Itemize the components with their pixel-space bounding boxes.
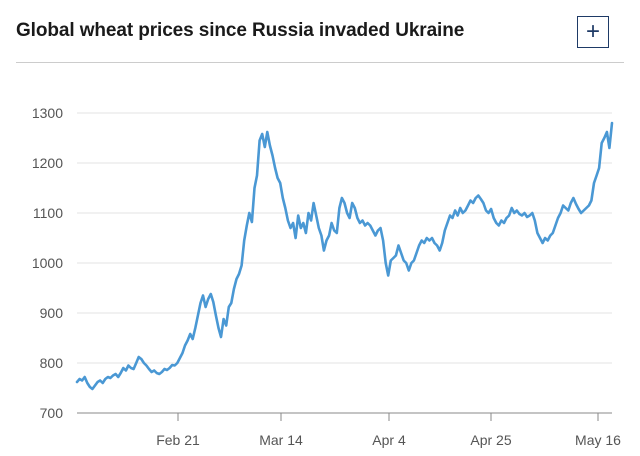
x-tick-label: Apr 25	[470, 432, 511, 448]
x-tick-label: Feb 21	[156, 432, 200, 448]
x-tick-label: Apr 4	[372, 432, 406, 448]
y-tick-label: 800	[40, 355, 64, 371]
gridlines	[77, 112, 612, 414]
x-axis: Feb 21 Mar 14 Apr 4 Apr 25 May 16	[156, 413, 621, 448]
y-tick-label: 900	[40, 305, 64, 321]
plot-area	[75, 121, 614, 391]
y-tick-label: 1200	[32, 155, 63, 171]
x-tick-label: May 16	[575, 432, 621, 448]
y-tick-label: 1100	[33, 205, 63, 221]
y-tick-label: 1300	[32, 105, 63, 121]
y-tick-label: 700	[40, 405, 64, 421]
chart-title: Global wheat prices since Russia invaded…	[16, 20, 465, 41]
y-axis: 700 800 900 1000 1100 1200 1300	[32, 105, 63, 421]
x-tick-label: Mar 14	[259, 432, 303, 448]
y-tick-label: 1000	[32, 255, 63, 271]
series-line	[75, 121, 614, 391]
plus-icon: +	[585, 18, 600, 45]
header-divider	[16, 62, 624, 63]
expand-button[interactable]: +	[577, 16, 609, 48]
